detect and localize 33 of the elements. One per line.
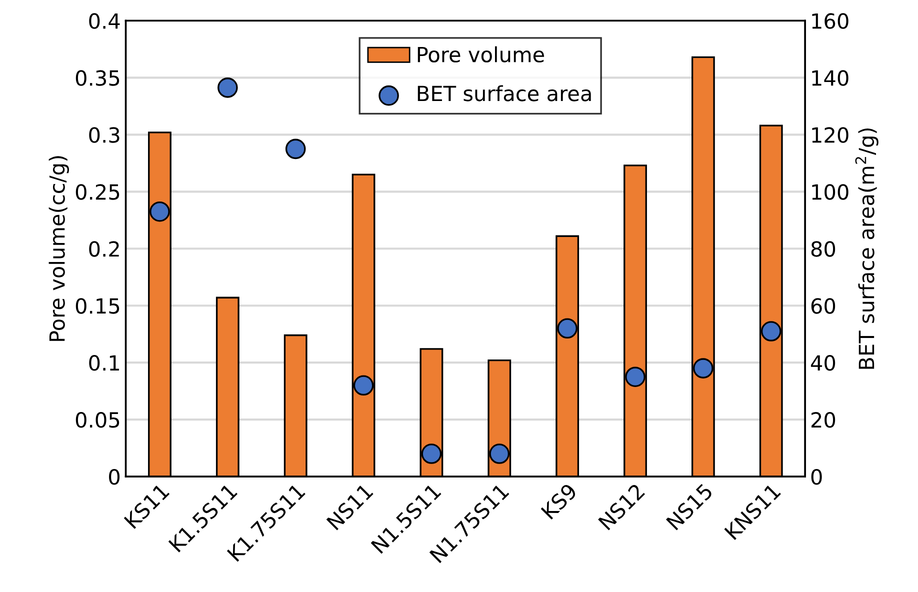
point xyxy=(625,366,646,387)
y-tick-label: 0.15 xyxy=(76,298,120,314)
point xyxy=(218,78,238,98)
y-tick-label: 0.1 xyxy=(89,355,119,371)
y2-tick-label: 40 xyxy=(810,355,836,371)
y2-tick-label: 20 xyxy=(811,412,836,428)
y2-tick-label: 140 xyxy=(812,70,848,86)
point xyxy=(489,444,510,464)
y-axis-title: Pore volume(cc/g) xyxy=(48,156,69,341)
y2-tick-label: 60 xyxy=(811,298,836,314)
y2-tick-label: 120 xyxy=(812,127,848,143)
y-tick-label: 0.35 xyxy=(76,70,120,86)
y2-axis-title: BET surface area(m$^{2}$/g) xyxy=(855,128,878,369)
y-tick-label: 0 xyxy=(109,469,120,485)
legend-label: Pore volume xyxy=(418,46,544,62)
y2-tick-label: 160 xyxy=(812,13,848,29)
y2-tick-label: 0 xyxy=(811,469,822,485)
point xyxy=(760,321,782,342)
legend-label: BET surface area xyxy=(418,85,591,102)
point xyxy=(557,318,578,339)
y-tick-label: 0.4 xyxy=(89,13,120,29)
y-tick-label: 0.2 xyxy=(89,241,119,257)
y2-tick-label: 100 xyxy=(812,184,848,200)
point xyxy=(285,138,306,160)
y2-tick-label: 80 xyxy=(811,241,836,257)
point xyxy=(150,201,170,222)
y-tick-label: 0.3 xyxy=(89,127,120,143)
y-tick-label: 0.25 xyxy=(76,184,120,200)
point xyxy=(693,358,714,378)
point xyxy=(421,444,442,464)
x-tick-label: KS9 xyxy=(540,482,578,520)
y-tick-label: 0.05 xyxy=(76,412,120,428)
point xyxy=(353,375,374,396)
